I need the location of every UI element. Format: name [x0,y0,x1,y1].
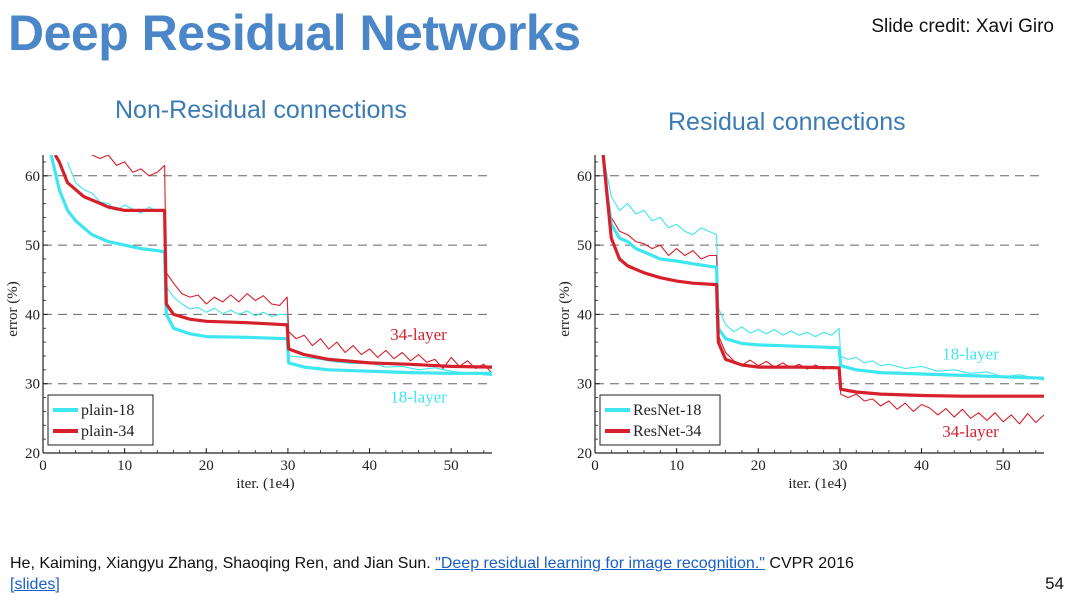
y-tick-label: 30 [577,377,592,393]
slide-credit: Slide credit: Xavi Giro [871,16,1054,37]
citation: He, Kaiming, Xiangyu Zhang, Shaoqing Ren… [10,553,854,595]
annotation-label: 34-layer [390,325,447,344]
legend: ResNet-18 ResNet-34 [599,394,721,446]
x-tick-label: 0 [591,458,599,474]
plain-network-error-chart: 20 30 40 50 60 0 10 20 30 40 50 iter. (1e4) error (%… [5,155,492,492]
x-tick-label: 10 [669,458,684,474]
x-tick-label: 30 [280,458,295,474]
y-tick-label: 30 [25,377,40,393]
citation-authors: He, Kaiming, Xiangyu Zhang, Shaoqing Ren… [10,555,436,572]
series-line-resnet-18-train [602,155,1044,381]
legend-label: ResNet-18 [633,402,701,419]
legend-box [599,394,721,446]
citation-venue: CVPR 2016 [764,555,854,572]
x-tick-label: 30 [832,458,847,474]
slides-link[interactable]: [slides] [10,576,60,593]
x-tick-label: 40 [362,458,377,474]
legend-label: plain-34 [81,423,134,440]
y-tick-label: 20 [25,446,40,462]
x-axis-label: iter. (1e4) [236,476,294,492]
annotation-label: 34-layer [942,422,999,441]
resnet-error-chart: 20 30 40 50 60 0 10 20 30 40 50 iter. (1e4) error (%… [557,155,1044,492]
x-tick-label: 20 [751,458,766,474]
x-axis-label: iter. (1e4) [788,476,846,492]
legend-label: plain-18 [81,402,134,419]
annotation-label: 18-layer [942,344,999,363]
series-line-plain-34 [53,155,492,369]
y-axis-label: error (%) [5,281,21,336]
x-tick-label: 20 [199,458,214,474]
y-tick-label: 60 [25,169,40,185]
y-axis-label: error (%) [557,281,573,336]
legend: plain-18 plain-34 [47,394,154,446]
y-tick-label: 50 [577,238,592,254]
y-tick-label: 50 [25,238,40,254]
series-line-plain-18 [49,155,492,375]
series-line-resnet-34 [601,155,1044,398]
plot-area [49,155,492,376]
y-tick-label: 20 [577,446,592,462]
x-tick-label: 0 [39,458,47,474]
legend-label: ResNet-34 [633,423,701,440]
paper-link[interactable]: "Deep residual learning for image recogn… [435,555,765,572]
y-tick-label: 40 [577,307,592,323]
right-chart-title: Residual connections [668,108,906,136]
plot-area [601,155,1044,425]
series-line-plain-34-train [91,155,492,374]
page-number: 54 [1045,574,1064,593]
x-tick-label: 10 [117,458,132,474]
legend-box [47,394,154,446]
x-tick-label: 50 [444,458,459,474]
series-line-resnet-18 [601,155,1044,380]
x-tick-label: 50 [996,458,1011,474]
annotation-label: 18-layer [390,387,447,406]
slide-title: Deep Residual Networks [8,5,581,61]
y-tick-label: 60 [577,169,592,185]
x-tick-label: 40 [914,458,929,474]
left-chart-title: Non-Residual connections [115,96,407,124]
y-tick-label: 40 [25,307,40,323]
